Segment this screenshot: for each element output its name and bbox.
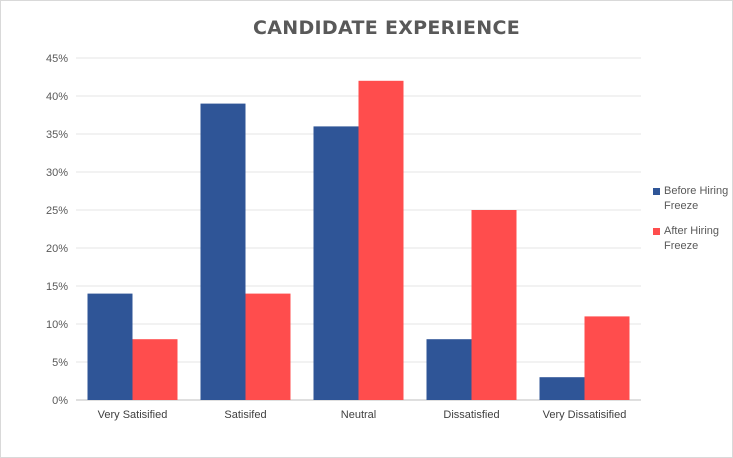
bar-after	[132, 339, 178, 400]
legend-swatch-after	[653, 228, 660, 235]
x-tick-label: Neutral	[341, 409, 376, 421]
y-tick-label: 30%	[46, 167, 68, 179]
legend-label-after: After Hiring Freeze	[664, 225, 720, 252]
y-tick-label: 0%	[52, 395, 68, 407]
x-tick-label: Very Satisified	[98, 409, 168, 421]
y-tick-label: 40%	[46, 91, 68, 103]
y-tick-label: 35%	[46, 129, 68, 141]
x-tick-label: Satisifed	[224, 409, 266, 421]
bar-before	[426, 339, 472, 400]
x-tick-label: Very Dissatisified	[543, 409, 627, 421]
y-tick-label: 5%	[52, 357, 68, 369]
legend-label-before: Before Hiring Freeze	[664, 185, 729, 212]
x-tick-label: Dissatisfied	[443, 409, 499, 421]
y-tick-label: 15%	[46, 281, 68, 293]
y-tick-label: 20%	[46, 243, 68, 255]
chart-title: CANDIDATE EXPERIENCE	[253, 17, 520, 39]
bar-after	[358, 80, 404, 401]
bar-before	[87, 293, 133, 400]
bar-after	[471, 210, 517, 400]
bar-before	[200, 103, 246, 400]
bar-after	[245, 293, 291, 400]
chart-legend: Before Hiring Freeze After Hiring Freeze	[653, 184, 733, 264]
legend-item-after: After Hiring Freeze	[653, 224, 733, 254]
bar-after	[584, 316, 630, 400]
bar-before	[313, 126, 359, 401]
y-tick-label: 10%	[46, 319, 68, 331]
bar-before	[539, 377, 585, 400]
legend-swatch-before	[653, 188, 660, 195]
legend-item-before: Before Hiring Freeze	[653, 184, 733, 214]
y-tick-label: 25%	[46, 205, 68, 217]
y-tick-label: 45%	[46, 53, 68, 65]
